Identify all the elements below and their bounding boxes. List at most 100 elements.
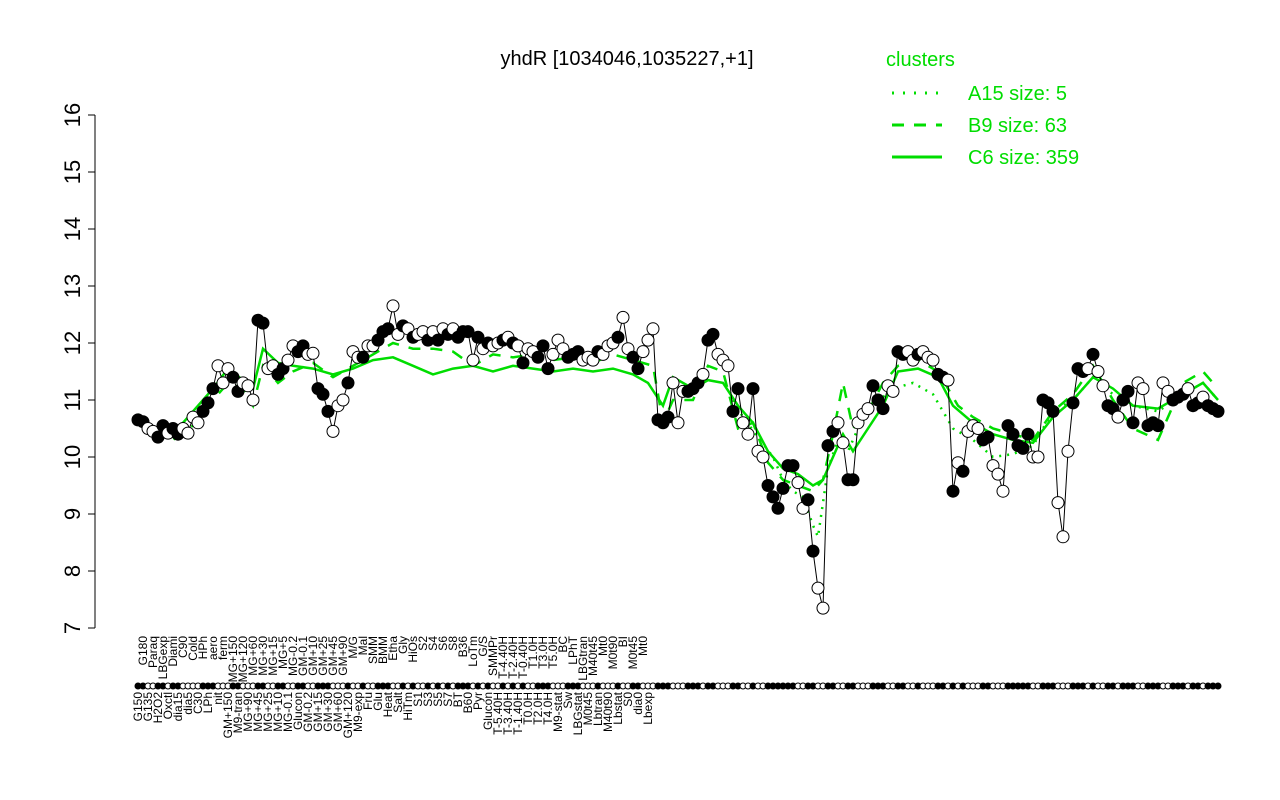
data-point	[1126, 416, 1140, 430]
data-point	[876, 402, 890, 416]
data-point	[546, 347, 560, 361]
x-tick-label: MG+10	[271, 692, 285, 732]
data-point	[1021, 427, 1035, 441]
x-tick-label: M40t45	[586, 636, 600, 676]
x-tick-label: Oxctl	[161, 692, 175, 719]
x-tick-label: GM-0.1	[296, 636, 310, 676]
x-tick-label: M0t90	[606, 636, 620, 670]
data-point	[721, 359, 735, 373]
data-point	[516, 356, 530, 370]
data-point	[786, 459, 800, 473]
x-tick-label: Paraq	[146, 636, 160, 668]
x-tick-label: Cold	[186, 636, 200, 661]
data-point	[431, 333, 445, 347]
x-tick-label: MG+5	[276, 636, 290, 669]
data-point	[1056, 530, 1070, 544]
data-point	[861, 402, 875, 416]
data-point	[256, 316, 270, 330]
x-tick-label: MG+30	[256, 636, 270, 676]
x-tick-label: Mt0	[636, 636, 650, 656]
data-point	[1051, 496, 1065, 510]
data-point	[306, 346, 320, 360]
data-point	[1061, 444, 1075, 458]
x-tick-label: Salt	[391, 691, 405, 712]
x-tick-label: M9-tran	[231, 692, 245, 733]
x-tick-label: LPhT	[566, 635, 580, 664]
data-point	[726, 404, 740, 418]
data-point	[531, 350, 545, 364]
data-point	[1016, 441, 1030, 455]
x-tick-label: Lbtran	[591, 692, 605, 726]
data-point	[471, 330, 485, 344]
x-tick-label: MG+120	[236, 636, 250, 683]
x-tick-label: MG-0.2	[286, 636, 300, 676]
data-point	[941, 373, 955, 387]
x-tick-label: Etha	[386, 636, 400, 661]
data-point	[791, 476, 805, 490]
x-tick-label: T-4.40H	[496, 636, 510, 679]
data-point	[926, 353, 940, 367]
data-point	[831, 416, 845, 430]
data-point	[241, 379, 255, 393]
chart-title: yhdR [1034046,1035227,+1]	[501, 48, 754, 70]
x-tick-label: GM+25	[316, 636, 330, 676]
data-point	[836, 436, 850, 450]
data-point	[631, 362, 645, 376]
data-point	[246, 393, 260, 407]
data-point	[806, 544, 820, 558]
data-point	[646, 322, 660, 336]
data-point	[616, 310, 630, 324]
y-tick-label: 14	[60, 217, 85, 241]
x-tick-label: Glucon	[481, 692, 495, 730]
data-point	[741, 427, 755, 441]
x-tick-label: Mt0	[596, 636, 610, 656]
x-tick-label: GM+120	[341, 692, 355, 739]
x-tick-label: nit	[211, 691, 225, 704]
x-tick-label: MG+15	[266, 636, 280, 676]
data-point	[766, 490, 780, 504]
data-point	[776, 481, 790, 495]
data-point	[991, 467, 1005, 481]
data-point	[736, 416, 750, 430]
data-point	[341, 376, 355, 390]
data-point	[321, 404, 335, 418]
x-tick-label: dia5	[181, 692, 195, 715]
data-point	[626, 350, 640, 364]
y-tick-label: 11	[60, 389, 85, 412]
data-point	[706, 327, 720, 341]
x-tick-label: GM+45	[326, 636, 340, 676]
x-tick-label: Mal	[356, 636, 370, 655]
x-tick-label: T0.0H	[521, 692, 535, 725]
data-point	[996, 484, 1010, 498]
x-tick-label: LBGexp	[156, 636, 170, 680]
x-tick-label: C90	[176, 636, 190, 658]
data-point	[946, 484, 960, 498]
data-point	[661, 410, 675, 424]
data-point	[1211, 404, 1225, 418]
x-tick-label: M40t90	[601, 692, 615, 732]
x-tick-label: dia15	[171, 692, 185, 722]
x-tick-label: B36	[456, 636, 470, 658]
data-point	[316, 387, 330, 401]
data-point	[866, 379, 880, 393]
x-tick-label: Gly	[396, 636, 410, 654]
x-tick-label: G150	[131, 692, 145, 722]
data-point	[1031, 450, 1045, 464]
y-tick-label: 7	[60, 622, 85, 634]
x-tick-label: MG+150	[226, 636, 240, 683]
x-tick-label: BMM	[376, 636, 390, 664]
x-tick-label: S3	[421, 692, 435, 707]
x-tick-label: Lbexp	[641, 692, 655, 725]
x-tick-label: SMM	[366, 636, 380, 664]
data-point	[281, 353, 295, 367]
x-tick-label: T-0.40H	[516, 636, 530, 679]
x-tick-label: HiTm	[401, 692, 415, 721]
x-tick-label: T2.0H	[531, 692, 545, 725]
x-tick-label: S6	[436, 636, 450, 651]
data-point	[216, 376, 230, 390]
x-tick-label: BT	[451, 691, 465, 707]
x-tick-label: Lbstat	[611, 691, 625, 724]
x-tick-label: GM+30	[321, 692, 335, 732]
data-point	[971, 422, 985, 435]
legend: clusters A15 size: 5 B9 size: 63 C6 size…	[886, 49, 1079, 169]
